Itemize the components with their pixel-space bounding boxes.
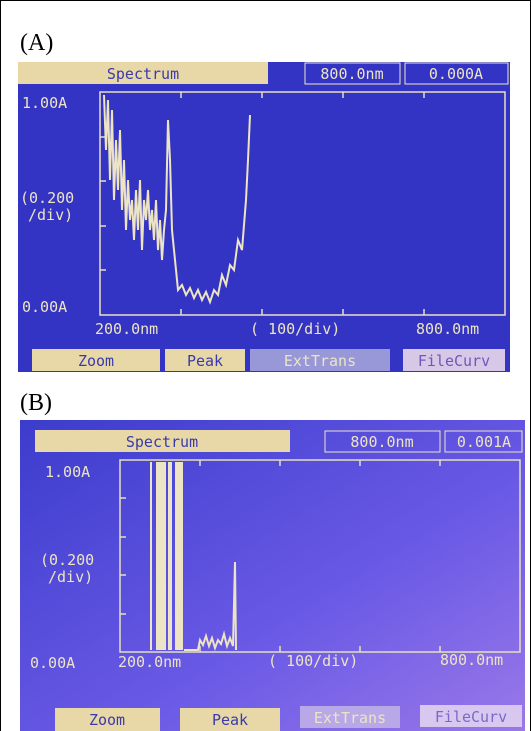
panel-label: (B) [20,390,52,416]
button[interactable] [300,706,400,728]
box [304,62,401,85]
button-label: Peak [187,352,223,370]
button-label: FileCurv [418,352,490,370]
screen [20,420,525,731]
header-bar [18,62,268,84]
wavelength: 800.0nm [320,65,383,83]
trace [184,561,237,652]
y-scale: /div) [28,206,73,224]
box [404,62,509,85]
button[interactable] [165,349,245,371]
trace [103,94,251,305]
header-bar [35,430,290,452]
y-scale: (0.200 [20,189,74,207]
button-label: Peak [212,711,248,729]
panel-label: (A) [20,30,53,56]
header: Spectrum [107,65,179,83]
x-scale: ( 100/div) [268,652,358,670]
absorbance: 0.001A [457,433,511,451]
wavelength: 800.0nm [350,433,413,451]
axes [119,459,521,653]
axes [99,91,506,316]
y-bottom: 0.00A [22,298,67,316]
x-left: 200.0nm [95,320,158,338]
box [444,430,523,453]
x-left: 200.0nm [118,653,181,671]
y-bottom: 0.00A [30,654,75,672]
button[interactable] [55,708,160,731]
y-scale: /div) [48,568,93,586]
absorbance: 0.000A [429,65,483,83]
button[interactable] [180,708,280,731]
x-scale: ( 100/div) [250,320,340,338]
y-top: 1.00A [22,94,67,112]
x-right: 800.0nm [416,320,479,338]
button[interactable] [32,349,160,371]
box [324,430,441,453]
button-label: FileCurv [435,708,507,726]
x-right: 800.0nm [440,651,503,669]
button-label: ExtTrans [284,352,356,370]
y-top: 1.00A [45,463,90,481]
header: Spectrum [126,433,198,451]
button[interactable] [403,349,505,371]
trace [150,462,183,650]
button[interactable] [420,705,522,727]
button-label: Zoom [89,711,125,729]
button-label: ExtTrans [314,709,386,727]
y-scale: (0.200 [40,551,94,569]
button-label: Zoom [78,352,114,370]
button[interactable] [250,349,390,371]
